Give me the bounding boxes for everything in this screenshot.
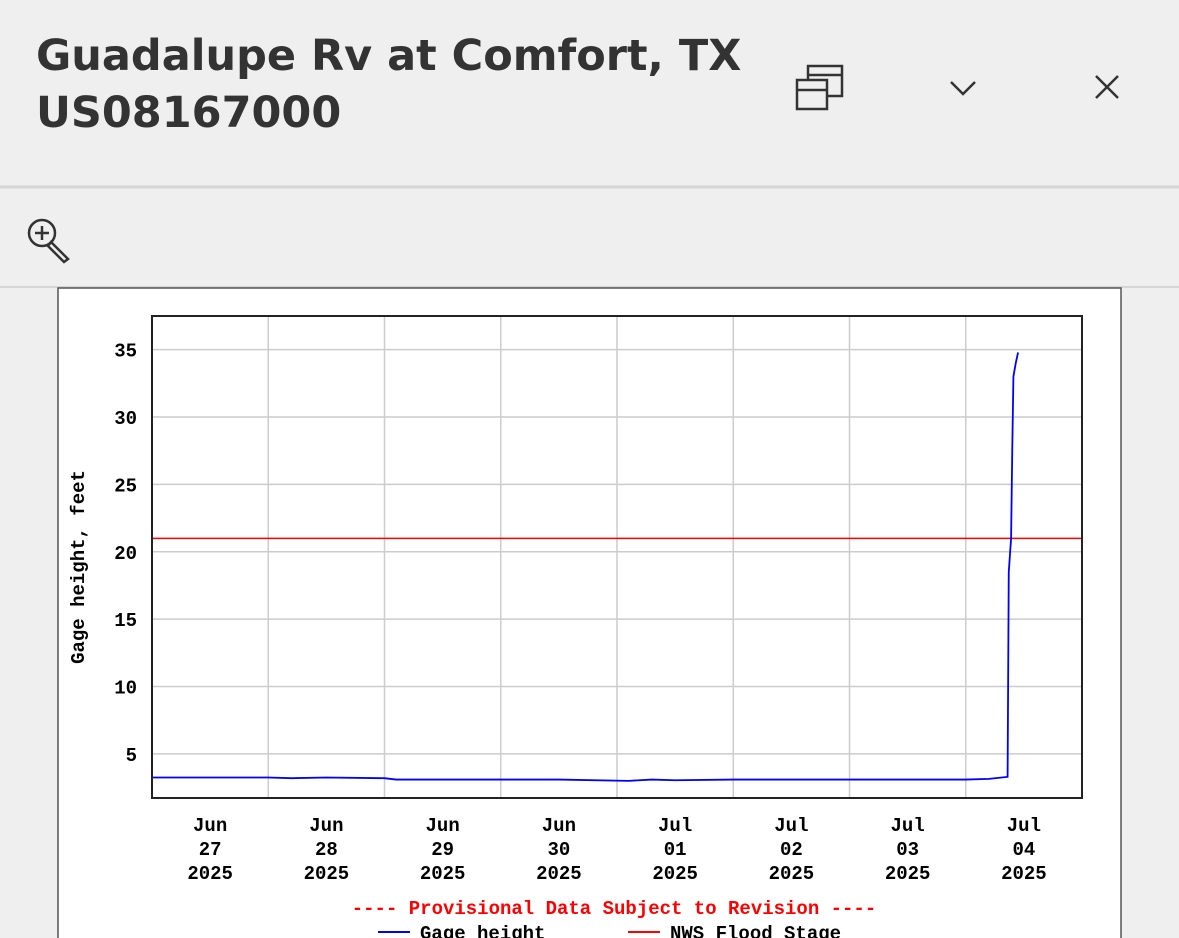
x-tick-label: Jun [542, 815, 576, 837]
x-tick-label: Jul [891, 815, 925, 837]
x-tick-label: 2025 [769, 863, 815, 885]
x-tick-label: 2025 [1001, 863, 1047, 885]
x-tick-label: 02 [780, 839, 803, 861]
y-axis-label: Gage height, feet [68, 470, 90, 664]
plot-frame [151, 315, 1083, 799]
panel-title: Guadalupe Rv at Comfort, TX [36, 31, 741, 81]
y-tick-label: 25 [114, 475, 137, 497]
x-tick-label: Jul [774, 815, 808, 837]
x-tick-label: 29 [431, 839, 454, 861]
close-button[interactable] [1095, 75, 1119, 99]
x-tick-label: 03 [896, 839, 919, 861]
gage-line [152, 352, 1019, 782]
y-tick-label: 10 [114, 678, 137, 700]
x-tick-label: 04 [1012, 839, 1035, 861]
y-tick-label: 35 [114, 341, 137, 363]
x-tick-label: Jul [658, 815, 692, 837]
provisional-note: ---- Provisional Data Subject to Revisio… [352, 898, 877, 920]
x-tick-label: 30 [547, 839, 570, 861]
x-tick-label: 01 [664, 839, 687, 861]
y-tick-label: 30 [114, 408, 137, 430]
x-tick-label: Jul [1007, 815, 1041, 837]
x-tick-label: Jun [193, 815, 227, 837]
x-tick-label: 2025 [536, 863, 582, 885]
y-tick-label: 5 [126, 745, 137, 767]
chart-panel [57, 287, 1122, 938]
x-tick-label: 2025 [885, 863, 931, 885]
x-tick-label: Jun [426, 815, 460, 837]
collapse-button[interactable] [950, 81, 976, 96]
legend-label: Gage height [420, 923, 545, 938]
x-tick-label: 2025 [420, 863, 466, 885]
y-tick-label: 20 [114, 543, 137, 565]
x-tick-label: 28 [315, 839, 338, 861]
legend-label: NWS Flood Stage [670, 923, 841, 938]
x-tick-label: 2025 [652, 863, 698, 885]
panel-subtitle: US08167000 [36, 88, 341, 138]
x-tick-label: 2025 [187, 863, 233, 885]
restore-button[interactable] [795, 64, 844, 111]
x-tick-label: Jun [309, 815, 343, 837]
y-tick-label: 15 [114, 610, 137, 632]
chart: 5101520253035Jun272025Jun282025Jun292025… [68, 315, 1083, 938]
x-tick-label: 27 [199, 839, 222, 861]
x-tick-label: 2025 [304, 863, 350, 885]
zoom-button[interactable] [27, 218, 70, 264]
